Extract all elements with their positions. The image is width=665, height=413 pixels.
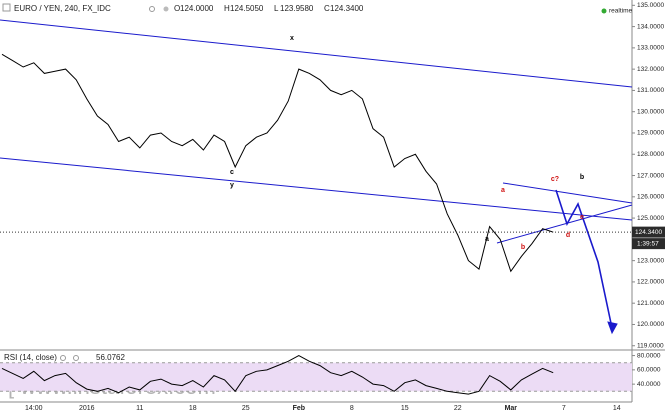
triangle-top	[502, 182, 633, 204]
wave-label: a	[501, 187, 505, 194]
ohlc-value: 123.9580	[280, 4, 314, 13]
ohlc-name: C	[324, 4, 330, 13]
x-tick-label: 14	[613, 405, 621, 412]
y-tick-label: 129.0000	[637, 130, 664, 137]
rsi-last: 56.0762	[96, 353, 125, 362]
y-tick-label: 135.0000	[637, 2, 664, 9]
rsi-band	[0, 362, 632, 392]
y-tick-label: 123.0000	[637, 257, 664, 264]
y-tick-label: 126.0000	[637, 194, 664, 201]
y-tick-label: 122.0000	[637, 279, 664, 286]
arrow-head	[607, 321, 618, 335]
x-tick-label: 8	[350, 405, 354, 412]
ohlc-name: H	[224, 4, 230, 13]
realtime-dot	[601, 8, 607, 14]
wave-label: b	[521, 244, 525, 251]
y-tick-label: 40.0000	[637, 381, 661, 388]
wave-label: y	[230, 182, 234, 189]
last-price-label: 124.3400	[635, 229, 662, 236]
y-tick-label: 60.0000	[637, 367, 661, 374]
x-tick-label: 11	[136, 405, 143, 412]
rsi-hide-icon[interactable]	[73, 355, 79, 361]
x-tick-label: 25	[242, 405, 250, 412]
price-line	[1, 53, 554, 273]
wave-label: b	[580, 174, 584, 181]
x-tick-label: 14:00	[25, 405, 43, 412]
x-tick-label: 2016	[79, 405, 95, 412]
y-tick-label: 128.0000	[637, 151, 664, 158]
ohlc-value: 124.3400	[330, 4, 364, 13]
y-tick-label: 132.0000	[637, 66, 664, 73]
y-tick-label: 119.0000	[637, 342, 664, 349]
wave-label: d	[566, 232, 570, 239]
wave-label: e	[580, 214, 584, 221]
y-tick-label: 131.0000	[637, 87, 664, 94]
y-tick-label: 80.0000	[637, 352, 661, 359]
y-tick-label: 130.0000	[637, 108, 664, 115]
rsi-title: RSI (14, close)	[4, 353, 57, 362]
settings-icon[interactable]	[149, 6, 155, 12]
x-tick-label: 15	[401, 405, 409, 412]
x-tick-label: 7	[562, 405, 566, 412]
ohlc-name: O	[174, 4, 180, 13]
x-tick-label: Mar	[505, 405, 518, 412]
y-tick-label: 133.0000	[637, 45, 664, 52]
wave-label: c	[230, 169, 234, 176]
y-tick-label: 120.0000	[637, 321, 664, 328]
countdown-box	[632, 238, 665, 250]
trend-lines	[0, 19, 633, 335]
ohlc-value: 124.5050	[230, 4, 264, 13]
wave-label: a	[485, 236, 489, 243]
y-tick-label: 121.0000	[637, 300, 664, 307]
collapse-icon[interactable]	[2, 3, 11, 12]
upper-channel	[0, 19, 633, 88]
realtime-label: realtime	[609, 8, 633, 15]
ohlc-name: L	[274, 4, 279, 13]
price-line	[1, 355, 554, 395]
x-tick-label: 18	[189, 405, 197, 412]
y-tick-label: 134.0000	[637, 23, 664, 30]
y-tick-label: 127.0000	[637, 172, 664, 179]
wave-label: c?	[551, 176, 559, 183]
status-dot	[163, 6, 169, 12]
lower-channel	[0, 157, 633, 221]
ohlc-value: 124.0000	[180, 4, 214, 13]
x-tick-label: 22	[454, 405, 462, 412]
countdown-label: 1:39:57	[637, 240, 659, 247]
triangle-bottom	[496, 204, 633, 244]
wave-label: x	[290, 35, 294, 42]
projection-arrow	[555, 189, 613, 329]
rsi-settings-icon[interactable]	[60, 355, 66, 361]
chart-title: EURO / YEN, 240, FX_IDC	[14, 4, 111, 13]
y-tick-label: 125.0000	[637, 215, 664, 222]
x-tick-label: Feb	[293, 405, 305, 412]
last-price-box	[632, 226, 665, 238]
